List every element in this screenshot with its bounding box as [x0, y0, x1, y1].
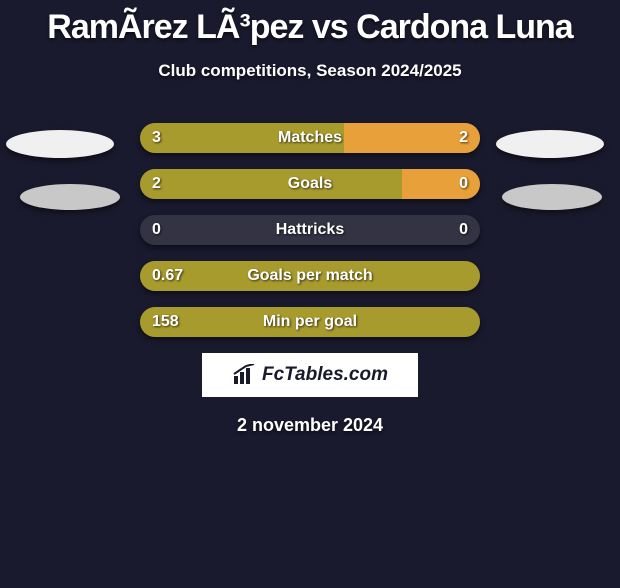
date-label: 2 november 2024 — [0, 415, 620, 436]
stat-label: Hattricks — [140, 215, 480, 245]
stat-row: 158Min per goal — [0, 307, 620, 337]
chart-icon — [232, 364, 258, 386]
subtitle: Club competitions, Season 2024/2025 — [0, 61, 620, 81]
logo-box: FcTables.com — [202, 353, 418, 397]
stat-row: 20Goals — [0, 169, 620, 199]
stat-row: 32Matches — [0, 123, 620, 153]
logo-text: FcTables.com — [262, 364, 388, 386]
stat-label: Goals — [140, 169, 480, 199]
stat-label: Goals per match — [140, 261, 480, 291]
page-title: RamÃ­rez LÃ³pez vs Cardona Luna — [0, 8, 620, 47]
stat-label: Matches — [140, 123, 480, 153]
stat-label: Min per goal — [140, 307, 480, 337]
stat-row: 0.67Goals per match — [0, 261, 620, 291]
stat-row: 00Hattricks — [0, 215, 620, 245]
